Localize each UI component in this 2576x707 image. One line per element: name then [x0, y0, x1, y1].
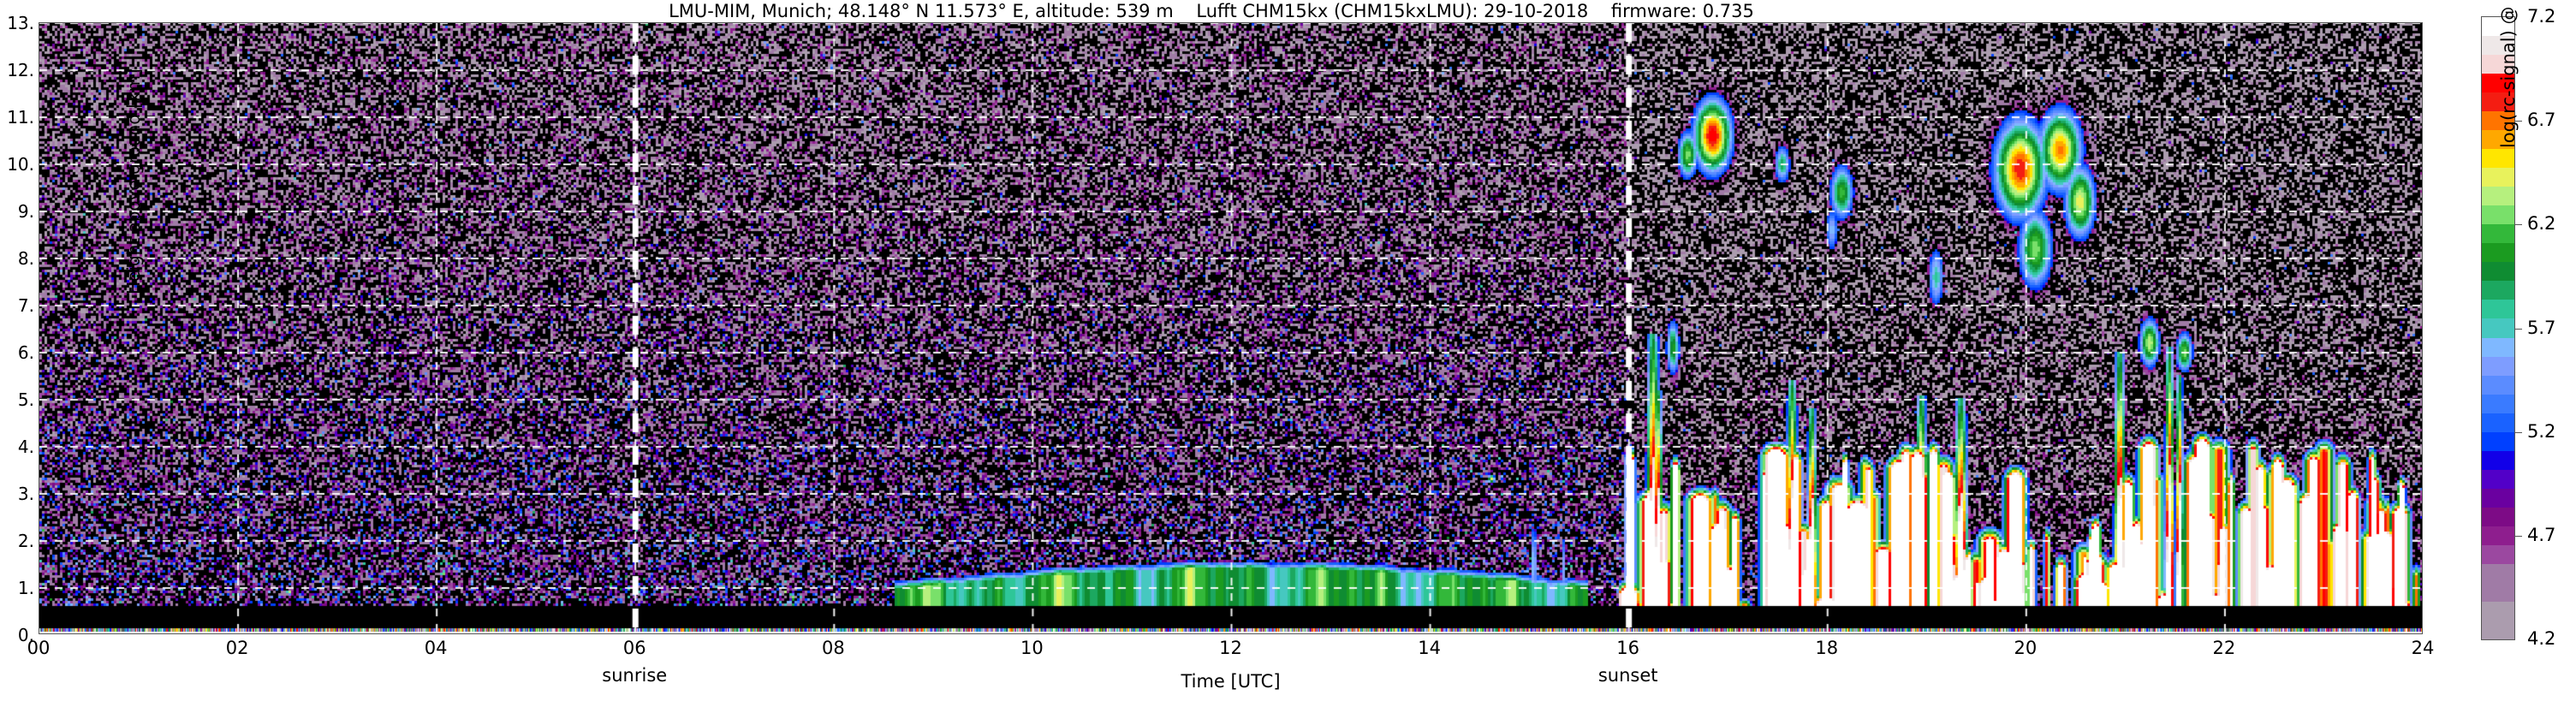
x-tick-label: 10	[1020, 638, 1044, 658]
colorbar-band	[2482, 563, 2514, 583]
colorbar-band	[2482, 55, 2514, 74]
colorbar-band	[2482, 111, 2514, 131]
x-axis-label: Time [UTC]	[1181, 671, 1281, 692]
colorbar-band	[2482, 450, 2514, 470]
colorbar-band	[2482, 544, 2514, 564]
event-label-sunrise: sunrise	[602, 665, 668, 686]
colorbar-band	[2482, 582, 2514, 602]
colorbar-band	[2482, 281, 2514, 300]
colorbar-band	[2482, 300, 2514, 319]
y-tick-label: 10.	[7, 154, 34, 175]
colorbar-tick	[2515, 535, 2522, 537]
y-tick-label: 9.	[17, 201, 34, 222]
colorbar-band	[2482, 507, 2514, 526]
colorbar-tick	[2515, 121, 2522, 122]
y-tick-label: 4.	[17, 437, 34, 457]
colorbar-tick-label: 4.2	[2527, 628, 2556, 649]
x-tick-label: 08	[821, 638, 845, 658]
x-tick-label: 18	[1815, 638, 1839, 658]
y-tick-label: 7.	[17, 295, 34, 316]
x-tick-label: 06	[622, 638, 646, 658]
colorbar-tick-label: 6.2	[2527, 213, 2556, 235]
colorbar-tick-label: 5.7	[2527, 317, 2556, 338]
y-tick-label: 12.	[7, 60, 34, 80]
x-tick-label: 24	[2411, 638, 2435, 658]
colorbar-band	[2482, 224, 2514, 244]
colorbar-band	[2482, 92, 2514, 112]
colorbar-band	[2482, 130, 2514, 150]
y-tick-label: 8.	[17, 248, 34, 269]
y-tick-label: 1.	[17, 578, 34, 598]
x-tick-label: 02	[225, 638, 249, 658]
colorbar-tick	[2515, 224, 2522, 226]
y-axis-ticks: 0. 1. 2. 3. 4. 5. 6. 7. 8. 9. 10. 11. 12. 13.	[0, 13, 39, 645]
colorbar-band	[2482, 356, 2514, 376]
x-tick-label: 22	[2212, 638, 2236, 658]
colorbar-band	[2482, 74, 2514, 93]
page-title: LMU-MIM, Munich; 48.148° N 11.573° E, al…	[669, 1, 1754, 21]
backscatter-heatmap	[39, 23, 2422, 633]
colorbar-band	[2482, 488, 2514, 508]
y-tick-label: 6.	[17, 342, 34, 363]
x-tick-label: 00	[27, 638, 51, 658]
colorbar-band	[2482, 318, 2514, 338]
y-tick-label: 5.	[17, 389, 34, 410]
colorbar-band	[2482, 337, 2514, 357]
colorbar-band	[2482, 149, 2514, 169]
event-label-sunset: sunset	[1597, 665, 1658, 686]
colorbar-band	[2482, 431, 2514, 451]
y-tick-label: 0.	[17, 625, 34, 645]
x-tick-label: 14	[1418, 638, 1441, 658]
colorbar-band	[2482, 262, 2514, 282]
colorbar-tick-label: 5.2	[2527, 420, 2556, 442]
colorbar-title: log(rc-signal) @ 1064 nm	[2498, 0, 2519, 149]
colorbar-gradient	[2481, 16, 2515, 640]
colorbar-band	[2482, 375, 2514, 395]
y-tick-label: 3.	[17, 484, 34, 504]
colorbar-band	[2482, 187, 2514, 206]
colorbar-tick-label: 6.7	[2527, 110, 2556, 131]
y-tick-label: 11.	[7, 107, 34, 128]
x-tick-label: 04	[424, 638, 448, 658]
colorbar-band	[2482, 601, 2514, 621]
colorbar-tick	[2515, 328, 2522, 330]
y-tick-label: 2.	[17, 531, 34, 551]
colorbar-band	[2482, 620, 2514, 639]
x-tick-label: 12	[1219, 638, 1242, 658]
x-tick-label: 16	[1616, 638, 1640, 658]
y-tick-label: 13.	[7, 13, 34, 33]
colorbar-band	[2482, 168, 2514, 187]
plot-axes	[39, 22, 2423, 634]
colorbar-tick-label: 4.7	[2527, 524, 2556, 545]
colorbar-band	[2482, 526, 2514, 545]
colorbar-band	[2482, 243, 2514, 263]
colorbar-tick	[2515, 431, 2522, 433]
colorbar-band	[2482, 394, 2514, 413]
colorbar-band	[2482, 205, 2514, 225]
colorbar-tick-label: 7.2	[2527, 6, 2556, 27]
colorbar-band	[2482, 36, 2514, 56]
colorbar: 4.2 4.7 5.2 5.7 6.2 6.7 7.2	[2481, 6, 2555, 649]
colorbar-band	[2482, 413, 2514, 432]
x-tick-label: 20	[2014, 638, 2038, 658]
colorbar-band	[2482, 469, 2514, 489]
colorbar-band	[2482, 17, 2514, 37]
